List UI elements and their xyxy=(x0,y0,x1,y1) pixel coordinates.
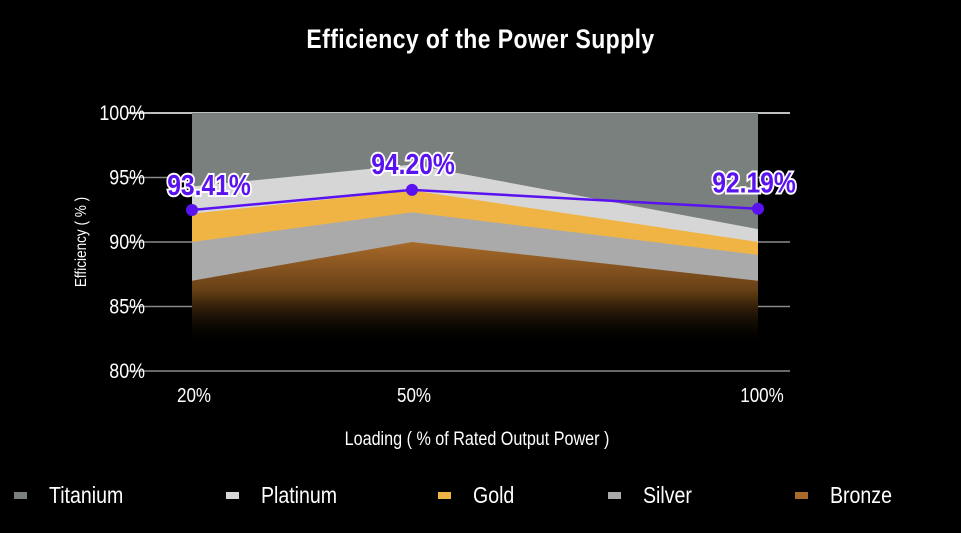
measured-value-label: 93.41% xyxy=(167,169,251,201)
x-tick-label: 100% xyxy=(740,384,783,407)
legend-label: Gold xyxy=(473,482,515,508)
legend-swatch xyxy=(795,492,808,499)
legend-label: Bronze xyxy=(830,482,892,508)
measured-point xyxy=(406,183,418,196)
legend-swatch xyxy=(608,492,621,499)
legend: Titanium Platinum Gold Silver Bronze xyxy=(0,482,961,512)
measured-value-label: 92.19% xyxy=(712,167,796,199)
y-axis-label: Efficiency ( % ) xyxy=(73,197,90,287)
y-tick-label: 100% xyxy=(99,102,145,126)
legend-swatch xyxy=(226,492,239,499)
legend-item-platinum[interactable]: Platinum xyxy=(226,482,350,509)
x-axis-label: Loading ( % of Rated Output Power ) xyxy=(345,428,610,450)
chart-title: Efficiency of the Power Supply xyxy=(306,24,655,54)
legend-item-silver[interactable]: Silver xyxy=(608,482,701,509)
legend-label: Platinum xyxy=(261,482,338,508)
y-tick-label: 80% xyxy=(109,360,145,384)
x-tick-label: 20% xyxy=(177,384,211,407)
y-tick-label: 95% xyxy=(109,166,145,190)
legend-swatch xyxy=(438,492,451,499)
measured-point xyxy=(186,204,198,217)
area-fade xyxy=(192,290,758,346)
measured-point xyxy=(752,202,764,215)
legend-swatch xyxy=(14,492,27,499)
legend-label: Titanium xyxy=(49,482,124,508)
legend-item-gold[interactable]: Gold xyxy=(438,482,522,509)
legend-item-bronze[interactable]: Bronze xyxy=(795,482,903,509)
measured-value-label: 94.20% xyxy=(371,148,455,180)
y-tick-label: 90% xyxy=(109,231,145,255)
legend-item-titanium[interactable]: Titanium xyxy=(14,482,136,509)
x-tick-label: 50% xyxy=(397,384,431,407)
legend-label: Silver xyxy=(643,482,692,508)
y-tick-label: 85% xyxy=(109,295,145,319)
